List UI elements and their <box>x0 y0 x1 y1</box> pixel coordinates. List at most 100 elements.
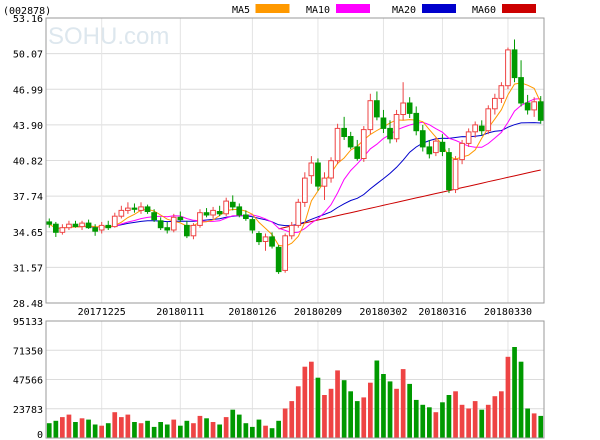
candlestick <box>210 206 216 219</box>
volume-bar <box>361 397 367 438</box>
candle-body <box>85 222 92 229</box>
legend-swatch <box>502 4 536 13</box>
price-tick-label: 37.74 <box>13 192 43 203</box>
candle-body <box>138 206 144 211</box>
candlestick <box>419 124 426 152</box>
candlestick <box>288 221 295 240</box>
candle-body <box>537 101 544 121</box>
volume-bar <box>472 401 478 438</box>
price-tick-label: 40.82 <box>13 157 43 168</box>
candle-body <box>243 214 249 219</box>
candlestick <box>367 93 374 135</box>
candlestick <box>347 131 354 150</box>
volume-bar <box>505 356 511 438</box>
candle-body <box>308 162 315 177</box>
candle-body <box>72 223 79 227</box>
volume-bar <box>112 412 118 438</box>
candle-body <box>203 212 210 216</box>
candle-body <box>374 100 380 118</box>
volume-bar <box>374 360 380 438</box>
candlestick <box>492 93 498 115</box>
candle-body <box>98 224 105 231</box>
candlestick <box>315 158 321 191</box>
volume-bar <box>348 391 353 438</box>
candlestick <box>341 116 347 140</box>
candle-body <box>288 224 295 237</box>
price-x-axis: 20171225 20180111 20180126 20180209 20180302… <box>78 307 532 318</box>
volume-bar <box>236 414 242 438</box>
candlestick <box>518 60 524 107</box>
candle-body <box>105 224 112 229</box>
volume-bar <box>538 415 544 438</box>
candle-body <box>354 146 361 159</box>
volume-bar <box>138 423 144 438</box>
candlestick <box>354 139 361 161</box>
candle-body <box>144 206 151 212</box>
volume-bar <box>269 428 275 438</box>
candlestick <box>157 217 164 231</box>
volume-bar <box>335 370 340 438</box>
date-tick-label: 20180126 <box>228 307 276 318</box>
candlestick <box>216 205 223 217</box>
candlestick <box>275 245 282 274</box>
legend-swatch <box>336 4 370 13</box>
volume-bar <box>99 425 104 438</box>
candlestick <box>328 157 334 183</box>
candlestick <box>256 231 262 246</box>
ma60-line <box>278 169 541 230</box>
candlestick <box>111 212 118 228</box>
legend-item-ma5: MA5 <box>232 4 290 16</box>
date-tick-label: 20180209 <box>294 307 342 318</box>
candlestick <box>478 120 485 136</box>
candlestick <box>302 172 308 207</box>
volume-bar <box>518 361 524 438</box>
candlestick <box>295 198 302 228</box>
legend-swatch <box>422 4 456 13</box>
volume-bar <box>341 380 347 438</box>
candle-body <box>229 201 236 208</box>
candle-body <box>419 130 426 148</box>
volume-bar <box>440 402 445 438</box>
volume-bar <box>119 417 124 438</box>
candle-body <box>53 223 59 233</box>
volume-bar <box>73 422 78 438</box>
volume-bar <box>433 412 439 438</box>
candle-body <box>478 125 485 132</box>
moving-average-lines <box>49 82 542 247</box>
candlestick <box>229 195 236 211</box>
candlestick <box>72 220 79 228</box>
ma5-line <box>49 82 542 247</box>
candlestick <box>92 224 99 236</box>
candlestick <box>190 223 197 240</box>
candle-body <box>256 233 262 243</box>
candle-body <box>197 212 203 226</box>
candlestick <box>282 233 288 273</box>
candlestick <box>85 219 92 229</box>
candle-body <box>236 206 243 216</box>
volume-bar <box>459 404 465 438</box>
candlestick <box>125 202 131 214</box>
date-tick-label: 20180302 <box>359 307 407 318</box>
candle-body <box>223 200 230 215</box>
candle-body <box>170 216 177 231</box>
candle-body <box>184 224 190 237</box>
candle-body <box>472 124 478 133</box>
candlestick <box>118 205 125 219</box>
candle-body <box>118 209 125 217</box>
candlestick <box>426 139 433 159</box>
candlestick <box>170 213 177 233</box>
candle-body <box>92 227 99 232</box>
volume-bar <box>499 391 504 438</box>
candle-body <box>511 49 518 79</box>
price-tick-label: 53.16 <box>13 14 43 25</box>
candle-body <box>413 112 420 132</box>
candlestick <box>406 97 413 119</box>
volume-tick-label: 0 <box>37 430 43 440</box>
volume-bar <box>466 408 471 438</box>
volume-bar <box>387 381 393 438</box>
candle-body <box>315 162 321 187</box>
candle-body <box>216 211 223 215</box>
candle-body <box>190 224 197 237</box>
volume-bar <box>315 377 321 438</box>
candlestick <box>485 105 492 135</box>
